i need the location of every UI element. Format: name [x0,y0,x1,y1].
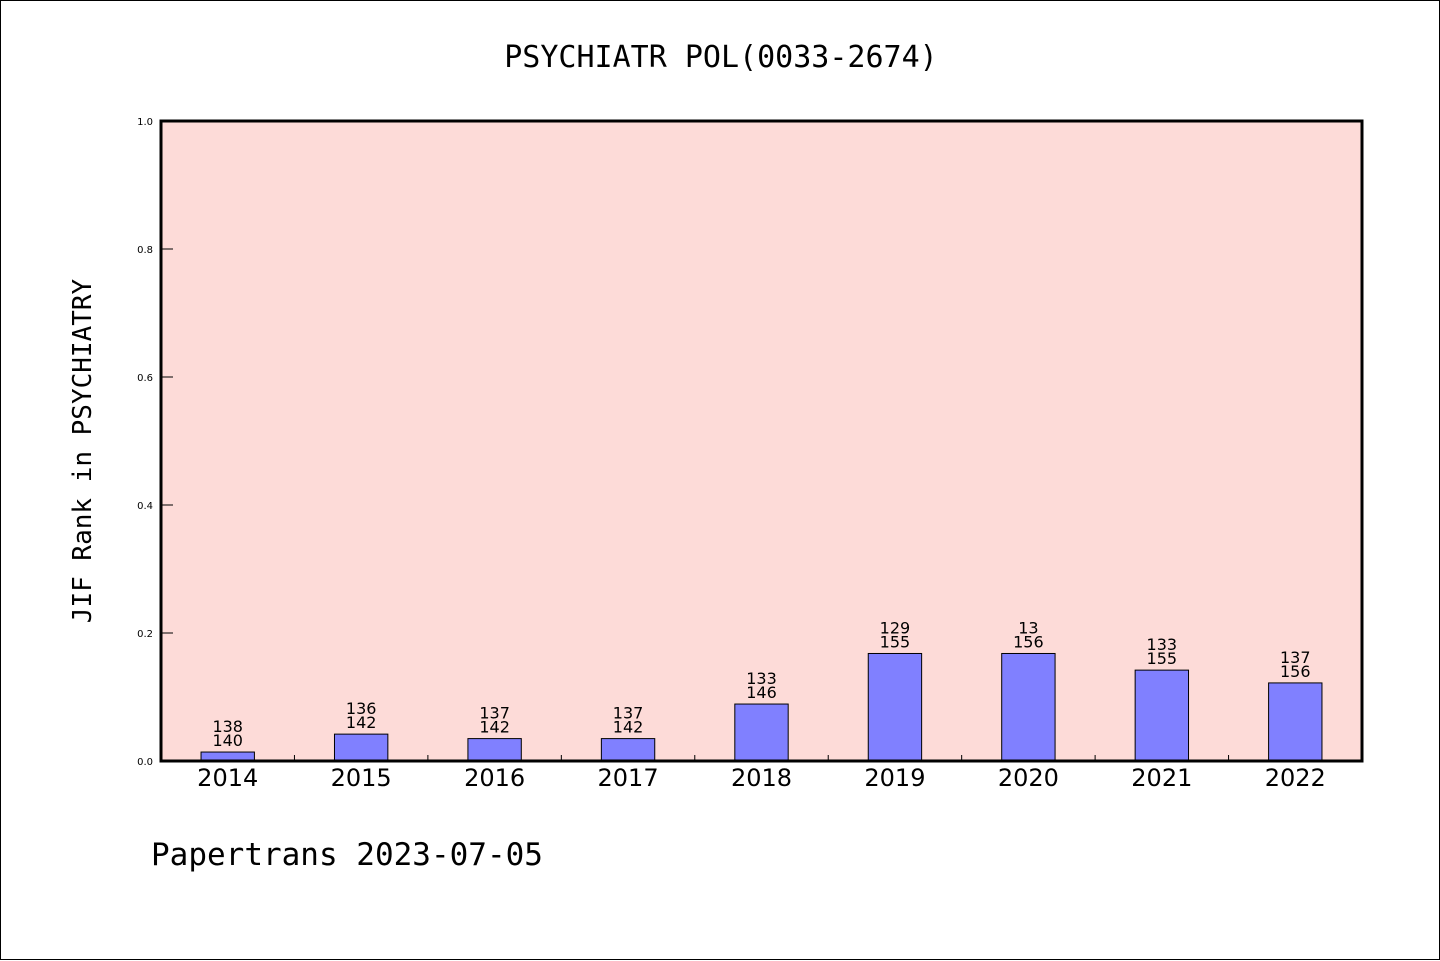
bar-label-total: 155 [1147,649,1178,668]
bar-2019 [867,652,923,762]
bar-label-total: 155 [880,632,911,651]
bar-2016 [467,738,522,762]
bar-2017 [600,738,656,762]
bar-label-rank: 138 [212,717,243,736]
bar-2020 [1001,652,1056,762]
bar-label-total: 146 [746,683,777,702]
bar-label-total: 142 [479,718,510,737]
chart-title: PSYCHIATR POL(0033-2674) [504,40,937,75]
x-tick-label: 2014 [197,764,258,792]
bar-label-rank: 13 [1018,618,1038,637]
bar-label-rank: 136 [346,699,377,718]
y-tick-labels: 0.0 0.2 0.4 0.6 0.8 1.0 [137,117,153,768]
y-tick-label: 0.4 [137,501,153,512]
y-tick-label: 1.0 [137,117,153,128]
bar-label-total: 156 [1280,662,1311,681]
bar-label-total: 142 [613,718,644,737]
bar-label-rank: 137 [479,704,510,723]
x-tick-label: 2015 [331,764,392,792]
x-tick-label: 2018 [731,764,792,792]
plot-border [159,119,1364,763]
bar-2018 [734,703,789,762]
footer-text: Papertrans 2023-07-05 [151,837,543,873]
bar-label-rank: 133 [1147,635,1178,654]
bar-label-total: 140 [212,731,243,750]
bar-label-total: 156 [1013,632,1044,651]
bar-label-rank: 129 [880,618,911,637]
x-tick-label: 2017 [598,764,659,792]
bars: 1381401361421371421371421331461291551315… [200,618,1323,762]
bar-2021 [1134,669,1190,762]
bar-2015 [333,733,389,762]
y-tick-label: 0.0 [137,757,153,768]
y-axis-label: JIF Rank in PSYCHIATRY [68,278,98,623]
bar-label-rank: 137 [613,704,644,723]
y-tick-label: 0.8 [137,245,153,256]
bar-label-rank: 137 [1280,648,1311,667]
x-tick-label: 2020 [998,764,1059,792]
plot-area [161,121,1362,761]
x-tick-label: 2021 [1131,764,1192,792]
bar-label-rank: 133 [746,669,777,688]
bar-label-total: 142 [346,713,377,732]
x-tick-label: 2019 [864,764,925,792]
x-tick-labels: 2014 2015 2016 2017 2018 2019 2020 2021 2022 [197,764,1326,792]
y-tick-label: 0.6 [137,373,153,384]
x-tick-label: 2022 [1265,764,1326,792]
bar-2022 [1268,682,1323,762]
x-tick-label: 2016 [464,764,525,792]
y-tick-label: 0.2 [137,629,153,640]
